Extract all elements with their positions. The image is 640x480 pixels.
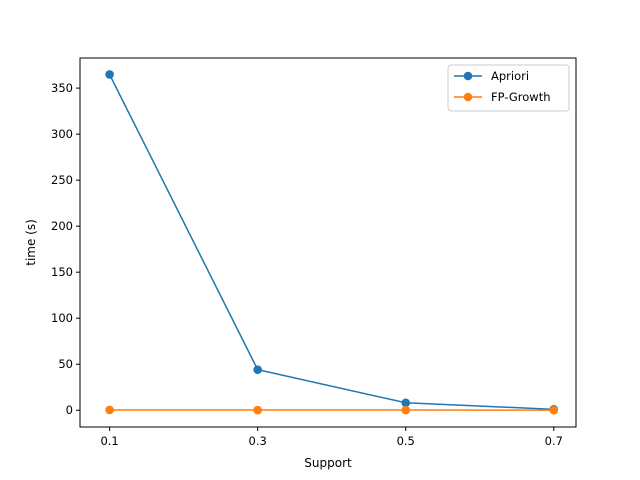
x-tick-label: 0.7: [545, 434, 563, 448]
legend: Apriori FP-Growth: [447, 64, 570, 112]
y-tick-label: 300: [51, 127, 73, 141]
plot-layer: [105, 70, 559, 415]
data-point: [549, 405, 559, 415]
y-tick-label: 0: [66, 403, 73, 417]
y-tick-label: 200: [51, 219, 73, 233]
legend-marker: [463, 92, 473, 102]
data-point: [401, 405, 411, 415]
data-point: [253, 405, 262, 415]
x-axis-label: Support: [304, 456, 352, 470]
tick-layer: 0.1 0.3 0.5 0.7 0 50 100 150 200 250 300 350: [51, 81, 563, 448]
legend-label: FP-Growth: [491, 90, 551, 104]
y-tick-label: 250: [51, 173, 73, 187]
y-tick-label: 50: [58, 357, 73, 371]
plot-frame: [79, 57, 577, 428]
data-point: [253, 365, 262, 374]
y-tick-label: 350: [51, 81, 73, 95]
x-tick-label: 0.3: [249, 434, 267, 448]
series-line-0: [108, 74, 554, 411]
y-tick-label: 100: [51, 311, 73, 325]
data-point: [105, 405, 114, 415]
y-tick-label: 150: [51, 265, 73, 279]
x-tick-label: 0.1: [100, 434, 118, 448]
data-point: [105, 70, 114, 79]
data-point: [401, 398, 411, 408]
x-tick-label: 0.5: [397, 434, 415, 448]
y-axis-label: time (s): [24, 219, 38, 266]
legend-label: Apriori: [491, 69, 529, 83]
legend-marker: [463, 71, 473, 81]
